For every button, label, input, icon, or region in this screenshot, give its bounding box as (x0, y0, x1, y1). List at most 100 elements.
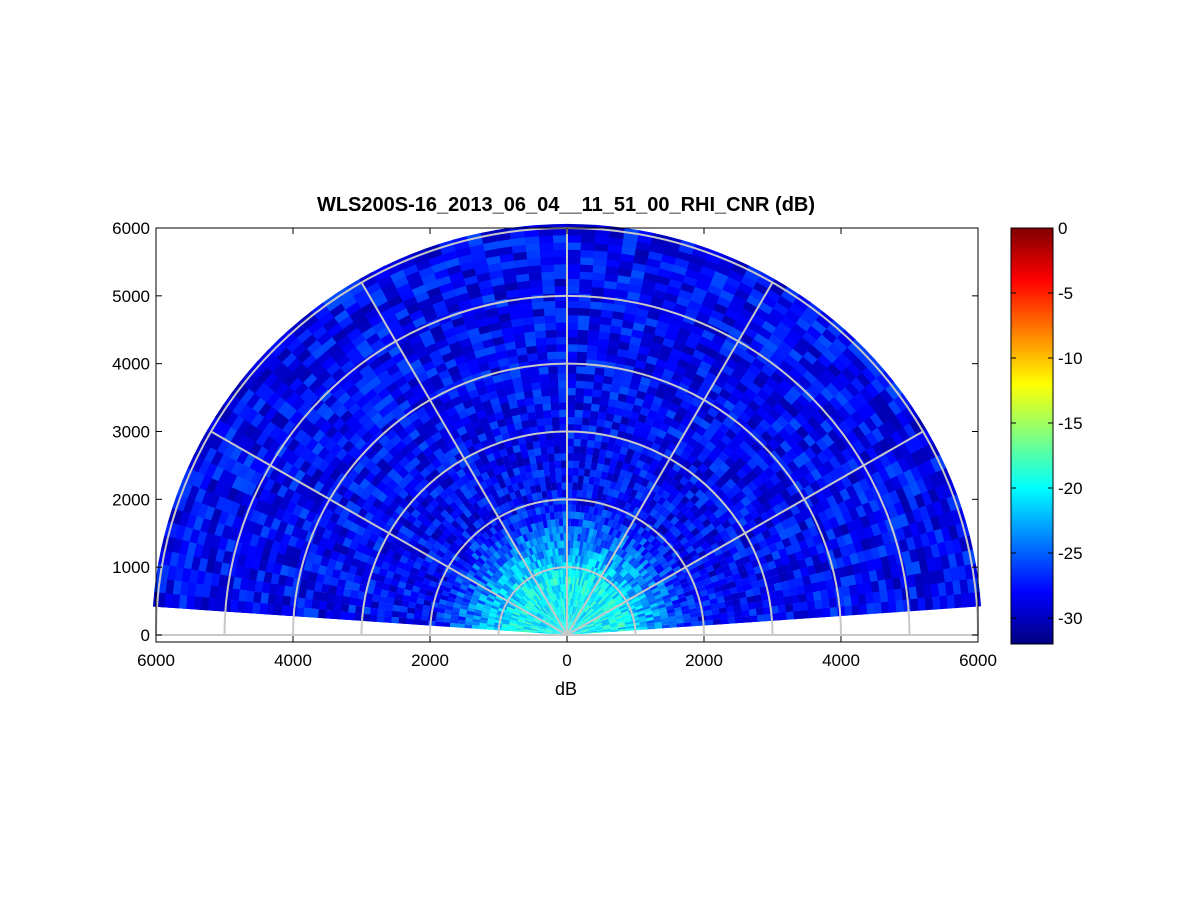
heatmap-cell (588, 542, 594, 552)
heatmap-cell (527, 580, 535, 588)
heatmap-cell (769, 304, 787, 322)
heatmap-cell (552, 617, 558, 624)
heatmap-cell (534, 567, 541, 577)
heatmap-cell (597, 553, 604, 562)
heatmap-cell (603, 594, 612, 601)
x-tick-label: 4000 (274, 651, 312, 670)
heatmap-cell (588, 599, 595, 607)
heatmap-cell (506, 578, 515, 587)
heatmap-cell (557, 623, 563, 630)
heatmap-cell (538, 626, 546, 630)
heatmap-cell (966, 577, 980, 594)
heatmap-cell (560, 613, 563, 622)
heatmap-cell (357, 441, 372, 456)
heatmap-cell (298, 418, 314, 434)
heatmap-cell (508, 587, 517, 595)
heatmap-cell (586, 597, 592, 605)
heatmap-cell (525, 581, 533, 590)
heatmap-cell (583, 604, 589, 612)
heatmap-cell (347, 368, 364, 385)
heatmap-cell (836, 403, 854, 421)
heatmap-cell (569, 621, 573, 629)
heatmap-cell (323, 340, 342, 357)
heatmap-cell (553, 503, 559, 513)
heatmap-cell (518, 534, 526, 544)
heatmap-cell (575, 616, 581, 624)
heatmap-cell (531, 607, 539, 614)
heatmap-cell (540, 621, 548, 626)
heatmap-cell (649, 583, 659, 591)
heatmap-cell (605, 549, 613, 558)
heatmap-cell (749, 336, 766, 352)
heatmap-cell (597, 598, 605, 605)
heatmap-cell (734, 361, 750, 376)
heatmap-cell (330, 384, 346, 400)
heatmap-cell (544, 631, 553, 634)
heatmap-cell (522, 594, 530, 601)
heatmap-cell (509, 618, 518, 623)
heatmap-cell (333, 351, 351, 368)
heatmap-cell (845, 379, 863, 397)
heatmap-cell (541, 618, 549, 624)
heatmap-cell (598, 578, 605, 587)
heatmap-cell (543, 526, 550, 536)
heatmap-cell (593, 521, 600, 531)
heatmap-cell (581, 628, 589, 632)
heatmap-cell (588, 626, 596, 630)
heatmap-cell (737, 354, 754, 370)
heatmap-cell (519, 558, 527, 568)
heatmap-cell (730, 291, 748, 308)
heatmap-cell (552, 223, 567, 236)
heatmap-cell (545, 511, 551, 521)
heatmap-cell (562, 517, 567, 527)
heatmap-cell (821, 431, 837, 447)
heatmap-cell (441, 617, 451, 623)
heatmap-cell (547, 526, 553, 535)
heatmap-cell (883, 417, 901, 435)
heatmap-cell (870, 375, 889, 394)
heatmap-cell (597, 587, 604, 595)
heatmap-cell (531, 491, 538, 501)
heatmap-cell (585, 572, 590, 581)
heatmap-cell (871, 425, 888, 443)
heatmap-cell (460, 601, 470, 607)
heatmap-cell (828, 454, 844, 470)
heatmap-cell (603, 516, 611, 526)
heatmap-cell (783, 351, 801, 368)
heatmap-cell (555, 607, 560, 615)
heatmap-cell (569, 620, 572, 629)
heatmap-cell (555, 473, 562, 483)
heatmap-cell (491, 573, 500, 582)
heatmap-cell (152, 592, 166, 608)
heatmap-cell (683, 617, 693, 623)
heatmap-cell (594, 622, 603, 626)
heatmap-cell (541, 607, 548, 615)
heatmap-cell (478, 619, 488, 624)
heatmap-cell (474, 605, 484, 611)
heatmap-cell (597, 545, 604, 555)
heatmap-cell (594, 621, 602, 626)
heatmap-cell (556, 576, 560, 585)
heatmap-cell (631, 597, 641, 604)
heatmap-cell (531, 623, 540, 627)
heatmap-cell (550, 610, 556, 617)
heatmap-cell (525, 555, 532, 565)
heatmap-cell (782, 389, 799, 405)
heatmap-cell (532, 569, 538, 578)
heatmap-cell (290, 454, 306, 470)
heatmap-cell (489, 576, 498, 584)
heatmap-cell (596, 631, 604, 633)
heatmap-cell (571, 623, 577, 630)
heatmap-cell (608, 534, 616, 544)
heatmap-cell (605, 575, 613, 584)
heatmap-cell (642, 571, 651, 580)
heatmap-cell (538, 520, 545, 530)
heatmap-cell (573, 451, 580, 461)
heatmap-cell (519, 612, 528, 618)
heatmap-cell (887, 397, 905, 416)
heatmap-cell (684, 589, 694, 597)
heatmap-cell (278, 349, 297, 368)
heatmap-cell (570, 532, 575, 541)
heatmap-cell (603, 627, 611, 630)
heatmap-cell (591, 551, 598, 560)
